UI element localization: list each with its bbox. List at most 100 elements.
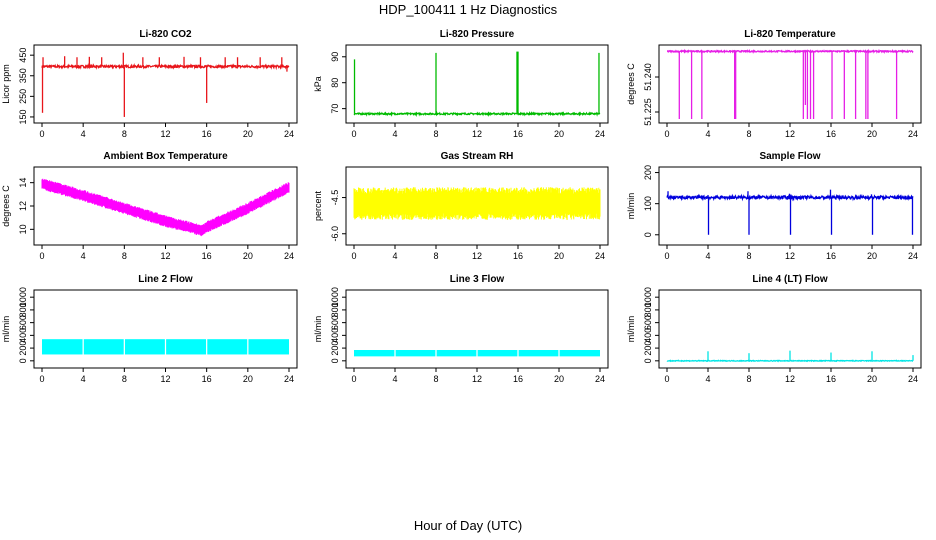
y-tick-label: -6.0 [330, 226, 340, 242]
panel-title: Li-820 Pressure [440, 29, 515, 40]
panel-title: Gas Stream RH [441, 151, 514, 162]
flow-band-segment [559, 350, 600, 357]
y-tick-label: 600 [330, 315, 340, 330]
x-tick-label: 16 [202, 374, 212, 384]
y-axis-label: kPa [313, 76, 323, 92]
x-tick-label: 8 [746, 129, 751, 139]
flow-band-segment [42, 339, 83, 355]
x-tick-label: 16 [826, 251, 836, 261]
y-tick-label: 1000 [330, 287, 340, 307]
panel-title: Sample Flow [759, 151, 820, 162]
x-tick-label: 8 [122, 251, 127, 261]
x-tick-label: 0 [351, 251, 356, 261]
flow-band-segment [518, 350, 559, 357]
panel-1: Li-820 CO2 Licor ppm 0 4 8 12 16 20 24 150 250 350 4… [1, 29, 298, 139]
panel-title: Line 4 (LT) Flow [752, 274, 828, 285]
y-tick-label: 600 [643, 315, 653, 330]
y-tick-label: 450 [18, 48, 28, 63]
y-tick-label: 250 [18, 89, 28, 104]
x-tick-label: 12 [160, 251, 170, 261]
x-tick-label: 24 [284, 374, 294, 384]
y-tick-label: 1000 [18, 287, 28, 307]
y-tick-label: 800 [643, 302, 653, 317]
x-tick-label: 0 [351, 374, 356, 384]
panel-7: Line 2 Flow ml/min 0 4 8 12 16 20 24 0 20040060080… [1, 274, 298, 384]
x-tick-label: 0 [664, 129, 669, 139]
y-tick-label: 350 [18, 68, 28, 83]
x-tick-label: 12 [472, 129, 482, 139]
x-tick-label: 8 [433, 251, 438, 261]
y-tick-label: 400 [643, 328, 653, 343]
x-tick-label: 20 [867, 129, 877, 139]
y-tick-label: 51.225 [643, 98, 653, 126]
series-line [41, 178, 290, 237]
x-tick-label: 16 [513, 129, 523, 139]
x-tick-label: 20 [243, 374, 253, 384]
y-tick-label: 0 [330, 358, 340, 363]
x-tick-label: 4 [81, 251, 86, 261]
y-axis-label: ml/min [313, 316, 323, 343]
y-tick-label: 200 [643, 341, 653, 356]
x-tick-label: 24 [284, 251, 294, 261]
flow-band-segment [436, 350, 477, 357]
y-axis-label: degrees C [1, 185, 11, 227]
x-tick-label: 4 [81, 374, 86, 384]
x-tick-label: 12 [785, 251, 795, 261]
x-tick-label: 4 [705, 129, 710, 139]
flow-band-segment [124, 339, 165, 355]
panel-title: Line 2 Flow [138, 274, 193, 285]
x-tick-label: 16 [826, 374, 836, 384]
panel-title: Ambient Box Temperature [103, 151, 228, 162]
panel-8: Line 3 Flow ml/min 0 4 8 12 16 20 24 0 20040060080… [313, 274, 609, 384]
y-tick-label: 1000 [643, 287, 653, 307]
y-axis-label: ml/min [626, 316, 636, 343]
x-tick-label: 12 [472, 374, 482, 384]
x-axis-caption: Hour of Day (UTC) [413, 518, 523, 533]
x-tick-label: 16 [202, 129, 212, 139]
plot-frame [345, 44, 609, 124]
series-line [353, 110, 601, 118]
x-tick-label: 12 [785, 374, 795, 384]
x-tick-label: 16 [202, 251, 212, 261]
x-tick-label: 12 [160, 129, 170, 139]
flow-band-segment [248, 339, 289, 355]
y-tick-label: 400 [18, 328, 28, 343]
x-tick-label: 0 [664, 251, 669, 261]
y-tick-label: 800 [18, 302, 28, 317]
x-tick-label: 20 [554, 374, 564, 384]
y-tick-label: 0 [18, 358, 28, 363]
y-tick-label: 150 [18, 109, 28, 124]
series-line [41, 63, 290, 71]
x-tick-label: 0 [351, 129, 356, 139]
x-tick-label: 24 [284, 129, 294, 139]
x-tick-label: 24 [595, 251, 605, 261]
panel-title: Line 3 Flow [450, 274, 505, 285]
x-tick-label: 20 [867, 374, 877, 384]
y-axis-label: ml/min [626, 193, 636, 220]
y-tick-label: 51.240 [643, 63, 653, 91]
x-tick-label: 24 [595, 129, 605, 139]
flow-band-segment [477, 350, 518, 357]
x-tick-label: 12 [472, 251, 482, 261]
y-axis-label: Licor ppm [1, 64, 11, 104]
y-tick-label: 0 [643, 358, 653, 363]
y-tick-label: 90 [330, 52, 340, 62]
flow-band-segment [354, 350, 395, 357]
y-tick-label: 100 [643, 196, 653, 211]
y-tick-label: 800 [330, 302, 340, 317]
x-tick-label: 24 [908, 129, 918, 139]
x-tick-label: 20 [243, 129, 253, 139]
panel-title: Li-820 CO2 [139, 29, 192, 40]
y-tick-label: 10 [18, 224, 28, 234]
y-tick-label: 200 [18, 341, 28, 356]
x-tick-label: 12 [785, 129, 795, 139]
figure-title: HDP_100411 1 Hz Diagnostics [378, 2, 558, 17]
x-tick-label: 8 [122, 374, 127, 384]
x-tick-label: 24 [595, 374, 605, 384]
plot-frame [658, 44, 922, 124]
y-tick-label: 200 [330, 341, 340, 356]
panel-2: Li-820 Pressure kPa 0 4 8 12 16 20 24 70 80 90 [313, 29, 609, 139]
series-line [353, 187, 601, 220]
x-tick-label: 24 [908, 251, 918, 261]
